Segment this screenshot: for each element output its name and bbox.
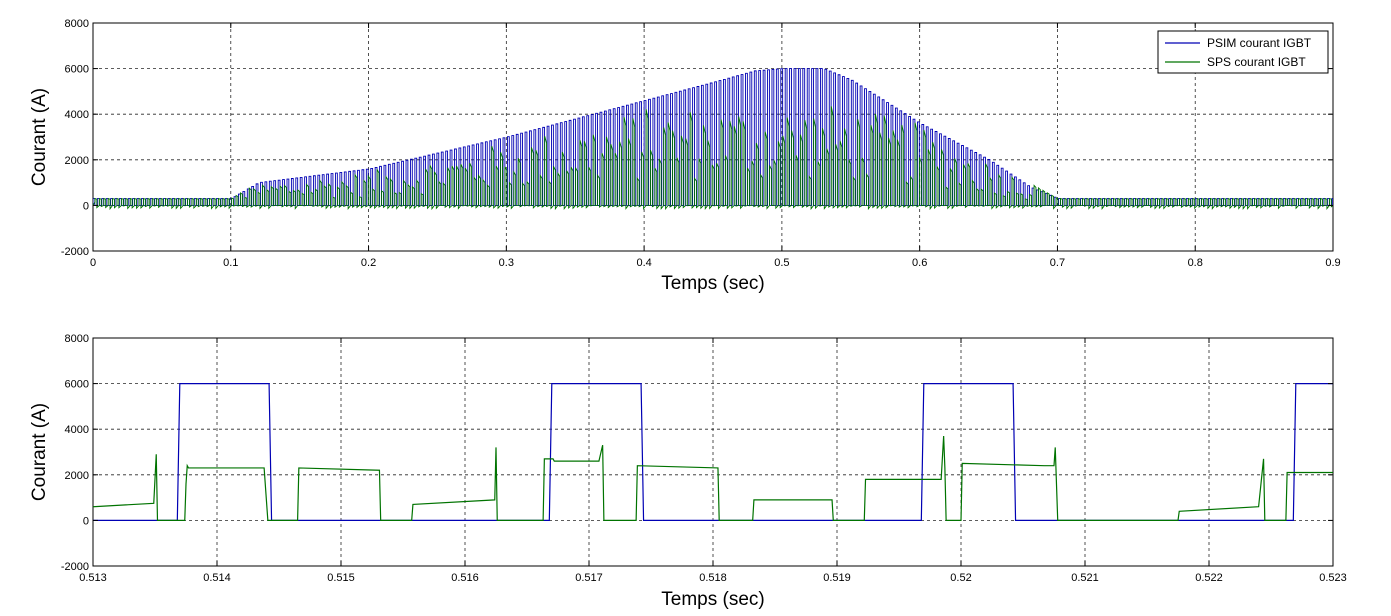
bottom-ytick-label: 4000	[65, 424, 89, 436]
legend-label-psim: PSIM courant IGBT	[1207, 36, 1312, 50]
top-xtick-label: 0.5	[774, 257, 789, 269]
bottom-xtick-label: 0.513	[79, 572, 107, 584]
top-xtick-label: 0.4	[636, 257, 651, 269]
bottom-xtick-label: 0.523	[1319, 572, 1347, 584]
top-xtick-label: 0.7	[1050, 257, 1065, 269]
top-xtick-label: 0.9	[1325, 257, 1340, 269]
top-ytick-label: 6000	[65, 64, 89, 76]
bottom-xtick-label: 0.515	[327, 572, 355, 584]
legend-box	[1157, 30, 1329, 74]
plot-top-ylabel: Courant (A)	[29, 88, 50, 186]
plot-top-series	[93, 68, 1333, 211]
bottom-xtick-label: 0.514	[203, 572, 231, 584]
bottom-xtick-label: 0.522	[1195, 572, 1223, 584]
top-ytick-label: 8000	[65, 18, 89, 30]
top-xtick-label: 0	[90, 257, 96, 269]
bottom-ytick-label: 2000	[65, 470, 89, 482]
top-ytick-label: 0	[83, 200, 89, 212]
top-xtick-label: 0.2	[361, 257, 376, 269]
plot-top-frame	[92, 22, 1334, 252]
legend-label-sps: SPS courant IGBT	[1207, 55, 1306, 69]
bottom-xtick-label: 0.516	[451, 572, 479, 584]
plot-bottom-ylabel: Courant (A)	[29, 403, 50, 501]
top-xtick-label: 0.6	[912, 257, 927, 269]
plot-bottom-xlabel: Temps (sec)	[661, 589, 764, 610]
bottom-xtick-label: 0.52	[950, 572, 971, 584]
bottom-xtick-label: 0.519	[823, 572, 851, 584]
plot-bottom: 0.513 0.514 0.515 0.516 0.517 0.518 0.519 0.52 0…	[29, 333, 1347, 610]
legend: PSIM courant IGBT SPS courant IGBT	[1157, 30, 1329, 74]
plot-top-xlabel: Temps (sec)	[661, 273, 764, 294]
bottom-ytick-label: -2000	[61, 561, 89, 573]
bottom-xtick-label: 0.517	[575, 572, 603, 584]
top-ytick-label: 2000	[65, 155, 89, 167]
plot-bottom-ticks: 0.513 0.514 0.515 0.516 0.517 0.518 0.519 0.52 0…	[61, 333, 1347, 584]
bottom-series-sps	[93, 436, 1333, 521]
top-ytick-label: -2000	[61, 246, 89, 258]
top-xtick-label: 0.8	[1188, 257, 1203, 269]
plot-top-ticks: 0 0.1 0.2 0.3 0.4 0.5 0.6 0.7 0.8 0.9-20000200040…	[61, 18, 1341, 269]
top-xtick-label: 0.1	[223, 257, 238, 269]
plot-top: 0 0.1 0.2 0.3 0.4 0.5 0.6 0.7 0.8 0.9-20000200040…	[29, 18, 1341, 294]
bottom-xtick-label: 0.518	[699, 572, 727, 584]
plot-bottom-series	[93, 383, 1333, 521]
bottom-xtick-label: 0.521	[1071, 572, 1099, 584]
top-series-sps	[93, 106, 1333, 211]
bottom-ytick-label: 0	[83, 515, 89, 527]
top-ytick-label: 4000	[65, 109, 89, 121]
top-xtick-label: 0.3	[499, 257, 514, 269]
bottom-ytick-label: 8000	[65, 333, 89, 345]
bottom-ytick-label: 6000	[65, 379, 89, 391]
